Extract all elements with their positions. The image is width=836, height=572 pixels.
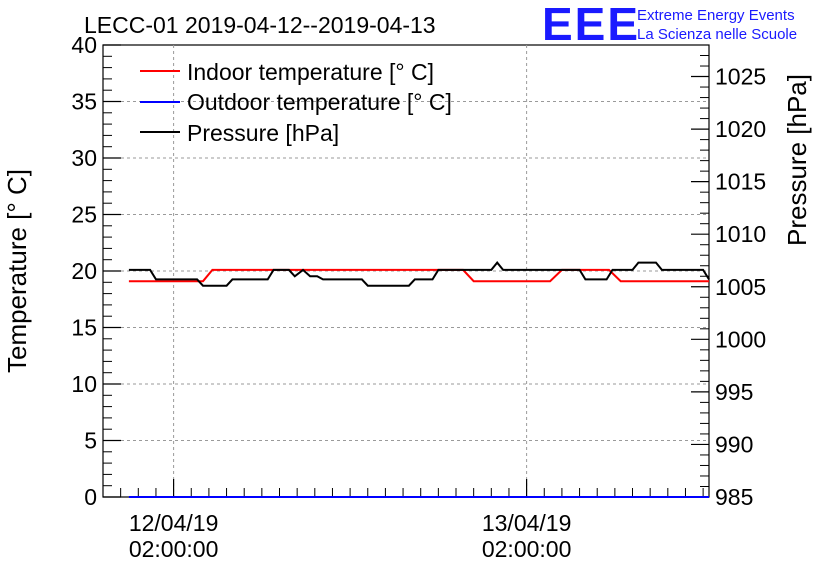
y-right-tick-label: 990 bbox=[715, 431, 753, 457]
y-left-tick-label: 20 bbox=[71, 258, 97, 284]
y-right-tick-label: 1020 bbox=[715, 116, 766, 142]
grid-layer bbox=[103, 45, 709, 497]
eee-line-1: Extreme Energy Events bbox=[637, 7, 795, 24]
y-left-axis-title: Temperature [° C] bbox=[2, 169, 32, 373]
series-indoor-temperature-line bbox=[128, 268, 709, 283]
y-right-tick-label: 1025 bbox=[715, 64, 766, 90]
title-group: LECC-01 2019-04-12--2019-04-13 bbox=[84, 12, 436, 38]
y-left-tick-label: 30 bbox=[71, 145, 97, 171]
y-left-tick-label: 0 bbox=[84, 484, 97, 510]
y-right-tick-label: 1015 bbox=[715, 169, 766, 195]
y-left-tick-label: 40 bbox=[71, 32, 97, 58]
x-tick-label-time: 02:00:00 bbox=[129, 536, 219, 562]
chart-title: LECC-01 2019-04-12--2019-04-13 bbox=[84, 12, 436, 38]
y-right-tick-label: 985 bbox=[715, 484, 753, 510]
eee-logo: EEE bbox=[542, 0, 640, 50]
legend: Indoor temperature [° C] Outdoor tempera… bbox=[140, 59, 452, 146]
x-tick-label-date: 13/04/19 bbox=[482, 510, 572, 536]
y-right-tick-label: 1010 bbox=[715, 221, 766, 247]
y-right-tick-label: 1000 bbox=[715, 326, 766, 352]
series-pressure-line bbox=[128, 261, 710, 287]
y-left-tick-label: 25 bbox=[71, 202, 97, 228]
legend-label-pressure: Pressure [hPa] bbox=[187, 120, 339, 146]
x-tick-label-time: 02:00:00 bbox=[482, 536, 572, 562]
y-right-tick-label: 1005 bbox=[715, 274, 766, 300]
series-layer bbox=[128, 261, 710, 498]
y-left-tick-label: 5 bbox=[84, 428, 97, 454]
legend-label-indoor: Indoor temperature [° C] bbox=[187, 59, 434, 85]
y-right-tick-label: 995 bbox=[715, 379, 753, 405]
y-right-axis-title: Pressure [hPa] bbox=[782, 74, 812, 246]
y-left-tick-label: 10 bbox=[71, 371, 97, 397]
eee-logo-group: EEE Extreme Energy Events La Scienza nel… bbox=[542, 0, 797, 50]
legend-label-outdoor: Outdoor temperature [° C] bbox=[187, 89, 452, 115]
y-left-tick-label: 35 bbox=[71, 89, 97, 115]
x-tick-label-date: 12/04/19 bbox=[129, 510, 219, 536]
y-left-tick-label: 15 bbox=[71, 315, 97, 341]
ticks-layer: 0510152025303540985990995100010051010101… bbox=[71, 32, 766, 562]
eee-line-2: La Scienza nelle Scuole bbox=[637, 26, 797, 43]
